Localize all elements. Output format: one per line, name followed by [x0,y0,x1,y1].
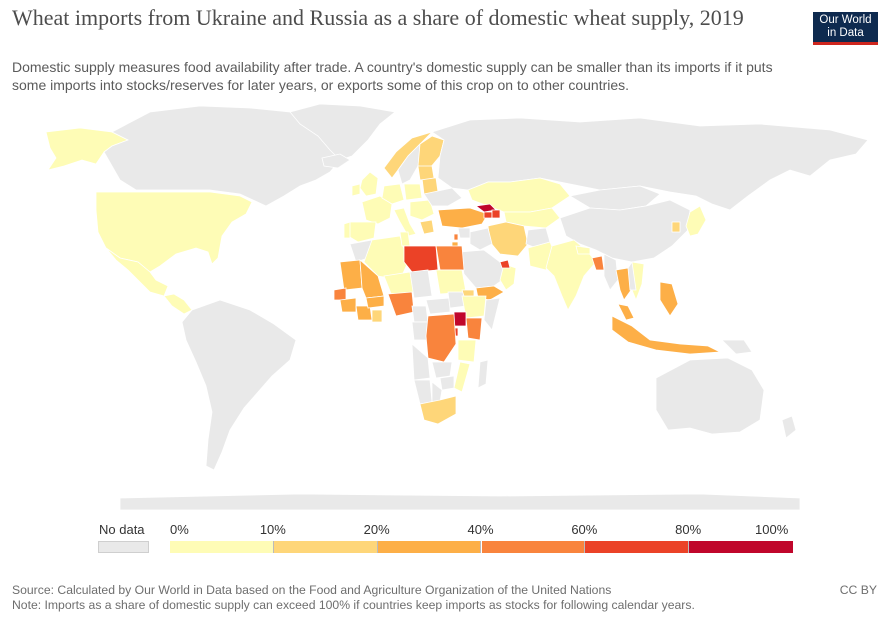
country-zambia[interactable] [431,361,453,379]
legend-tick-label: 20% [363,522,390,537]
country-sudan[interactable] [435,269,467,295]
country-iraq[interactable] [469,227,493,251]
country-somalia[interactable] [483,297,501,331]
country-lebanon[interactable] [453,233,459,241]
country-bangladesh[interactable] [591,255,605,271]
country-saudi-arabia[interactable] [459,249,509,289]
legend-tick-label: 40% [467,522,494,537]
legend-no-data-label: No data [99,522,145,537]
country-syria[interactable] [457,227,471,239]
country-eritrea[interactable] [461,289,475,297]
footer: Source: Calculated by Our World in Data … [12,583,695,613]
country-papua-new-guinea[interactable] [721,339,753,355]
country-mauritania[interactable] [339,259,363,291]
country-mozambique[interactable] [453,361,471,393]
country-dr-congo[interactable] [425,313,457,363]
country-poland[interactable] [403,183,423,201]
country-philippines[interactable] [659,281,679,317]
country-south-america[interactable] [181,299,297,471]
country-tunisia[interactable] [399,231,411,247]
country-south-africa[interactable] [419,395,457,425]
world-map-svg [45,103,869,510]
country-mexico[interactable] [105,247,169,297]
country-senegal[interactable] [333,287,347,301]
legend-bin-0[interactable] [170,541,274,553]
country-namibia[interactable] [413,379,433,405]
country-greenland[interactable] [289,103,396,161]
country-spain[interactable] [347,221,377,243]
country-italy[interactable] [393,207,417,237]
country-new-zealand[interactable] [781,415,797,439]
legend-tick-label: 100% [755,522,789,537]
country-central-america[interactable] [163,293,193,315]
country-turkey[interactable] [437,207,489,229]
country-germany[interactable] [381,183,405,205]
legend-tick-label: 10% [259,522,286,537]
legend-bin-5[interactable] [689,541,793,553]
country-oman[interactable] [499,263,517,291]
country-central-african-republic[interactable] [425,297,451,315]
country-nigeria[interactable] [387,291,415,317]
country-baltics[interactable] [417,165,435,181]
country-south-korea[interactable] [671,221,681,233]
country-burkina-faso[interactable] [365,295,385,309]
country-china[interactable] [559,199,691,263]
chart-title: Wheat imports from Ukraine and Russia as… [12,5,744,30]
country-ghana[interactable] [371,309,383,323]
country-gabon-congo[interactable] [411,321,429,341]
license-label[interactable]: CC BY [839,583,877,597]
country-chad[interactable] [409,269,433,299]
owid-logo[interactable]: Our World in Data [813,12,878,45]
country-laos-cambodia[interactable] [627,260,637,291]
country-myanmar[interactable] [603,253,619,291]
color-legend: No data 0% 10% 20% 40% 60% 80% 100% [0,520,887,560]
country-japan[interactable] [685,205,707,237]
legend-bin-2[interactable] [377,541,482,553]
country-azerbaijan[interactable] [491,209,501,219]
source-text: Source: Calculated by Our World in Data … [12,583,612,597]
country-greece[interactable] [419,219,435,235]
country-antarctica[interactable] [119,493,801,510]
legend-bin-1[interactable] [273,541,378,553]
country-portugal[interactable] [343,221,351,239]
legend-tick-label: 60% [571,522,598,537]
country-armenia[interactable] [483,211,493,219]
country-uganda[interactable] [453,311,467,327]
country-uae[interactable] [499,259,511,269]
legend-tick-label: 80% [675,522,702,537]
country-zimbabwe[interactable] [439,375,455,391]
country-madagascar[interactable] [477,359,489,389]
legend-bin-4[interactable] [585,541,690,553]
country-iran[interactable] [487,221,529,257]
country-cameroon[interactable] [411,305,429,323]
country-united-kingdom[interactable] [359,171,379,197]
chart-subtitle: Domestic supply measures food availabili… [12,59,773,93]
world-map [0,100,887,510]
legend-tick-label: 0% [170,522,189,537]
country-kenya[interactable] [465,317,483,341]
legend-no-data-swatch [98,541,149,553]
country-ireland[interactable] [351,183,361,197]
country-indonesia[interactable] [611,315,722,355]
country-egypt[interactable] [435,245,465,271]
country-angola[interactable] [411,343,431,381]
country-canada[interactable] [103,105,361,207]
country-tanzania[interactable] [457,339,477,363]
note-text: Note: Imports as a share of domestic sup… [12,598,695,612]
country-guinea[interactable] [339,297,357,313]
country-botswana[interactable] [431,381,443,403]
logo-line-2: in Data [827,27,864,39]
legend-bin-3[interactable] [481,541,586,553]
country-balkans[interactable] [409,199,435,221]
country-nepal[interactable] [575,245,591,255]
country-australia[interactable] [655,357,765,435]
country-iceland[interactable] [321,153,351,169]
logo-line-1: Our World [819,14,872,26]
country-france[interactable] [361,195,393,225]
country-ukraine[interactable] [423,187,463,207]
country-malaysia[interactable] [617,303,635,321]
country-libya[interactable] [403,245,439,273]
